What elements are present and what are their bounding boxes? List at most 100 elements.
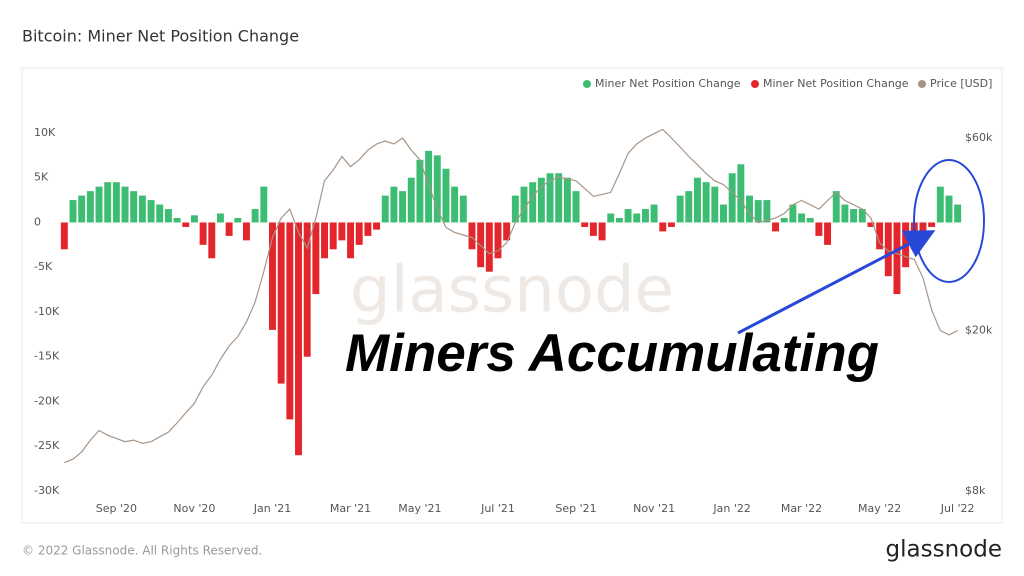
bar [147, 200, 155, 223]
bar [667, 222, 675, 227]
bar [815, 222, 823, 236]
y-tick-label: -30K [34, 484, 60, 497]
bar [208, 222, 216, 259]
legend-label: Price [USD] [930, 77, 992, 90]
bar [95, 186, 103, 223]
bar [338, 222, 346, 241]
annotation-arrow [737, 230, 936, 335]
bar [303, 222, 311, 357]
bar [754, 200, 762, 223]
bar [390, 186, 398, 223]
price-line [64, 128, 958, 464]
y-tick-label: -20K [34, 394, 60, 407]
bar [546, 173, 554, 223]
bar [433, 155, 441, 223]
bar [641, 209, 649, 223]
bar [711, 186, 719, 223]
bar [425, 150, 433, 223]
legend-swatch [751, 80, 759, 88]
x-tick-label: Nov '21 [633, 502, 675, 515]
bar [884, 222, 892, 277]
bar [60, 222, 68, 250]
bar [537, 177, 545, 223]
x-tick-label: Sep '21 [555, 502, 596, 515]
bar [173, 217, 181, 223]
bar [511, 195, 519, 223]
bar [459, 195, 467, 223]
bar [69, 200, 77, 223]
y2-tick-label: $20k [965, 323, 993, 336]
bar [529, 182, 537, 223]
y-tick-label: -15K [34, 350, 60, 363]
y-tick-label: -25K [34, 439, 60, 452]
bar [763, 200, 771, 223]
bar [373, 222, 381, 230]
annotation: Miners Accumulating [345, 324, 879, 383]
bar [624, 209, 632, 223]
y-tick-label: 5K [34, 171, 49, 184]
bar [676, 195, 684, 223]
bar [216, 213, 224, 223]
bar [893, 222, 901, 295]
bar [485, 222, 493, 272]
bar [269, 222, 276, 330]
bar [858, 209, 866, 223]
bar [876, 222, 884, 250]
bar [563, 177, 571, 223]
bar [156, 204, 164, 223]
bar [199, 222, 207, 245]
bar [355, 222, 363, 245]
bar [225, 222, 233, 236]
bar [494, 222, 502, 259]
bar [806, 217, 814, 223]
bar [407, 177, 415, 223]
bar [659, 222, 667, 232]
bar [234, 217, 242, 223]
bar [581, 222, 589, 227]
bar [555, 173, 563, 223]
legend-swatch [583, 80, 591, 88]
bar [442, 168, 450, 223]
bar [312, 222, 320, 295]
bar [381, 195, 389, 223]
bar [789, 204, 797, 223]
x-tick-label: May '22 [858, 502, 901, 515]
bar [138, 195, 146, 223]
y2-tick-label: $60k [965, 131, 993, 144]
bar [260, 186, 268, 223]
bar [468, 222, 476, 250]
bar [841, 204, 849, 223]
bar [121, 186, 129, 223]
bar [182, 222, 190, 227]
bar [520, 186, 528, 223]
bar [329, 222, 337, 250]
bar [780, 217, 788, 223]
chart-title: Bitcoin: Miner Net Position Change [22, 27, 299, 46]
bar [190, 215, 198, 223]
legend-label: Miner Net Position Change [595, 77, 741, 90]
bar [364, 222, 372, 236]
footer: © 2022 Glassnode. All Rights Reserved. [22, 544, 262, 558]
bar [702, 182, 710, 223]
x-tick-label: May '21 [398, 502, 441, 515]
bar [850, 209, 858, 223]
bar [277, 222, 285, 384]
bar [720, 204, 727, 223]
x-tick-label: Jan '22 [712, 502, 750, 515]
bar [798, 213, 806, 223]
bar [503, 222, 511, 241]
bar [286, 222, 294, 420]
bar [746, 195, 753, 223]
y-tick-label: 0 [34, 215, 41, 228]
bar [832, 191, 840, 223]
bar [251, 209, 259, 223]
bar [572, 191, 580, 223]
bar [607, 213, 615, 223]
bar [867, 222, 875, 227]
x-tick-label: Jul '22 [940, 502, 975, 515]
bar [954, 204, 962, 223]
bar [416, 159, 424, 223]
chart-frame [21, 67, 1003, 524]
x-tick-label: Sep '20 [96, 502, 137, 515]
x-tick-label: Jul '21 [480, 502, 515, 515]
